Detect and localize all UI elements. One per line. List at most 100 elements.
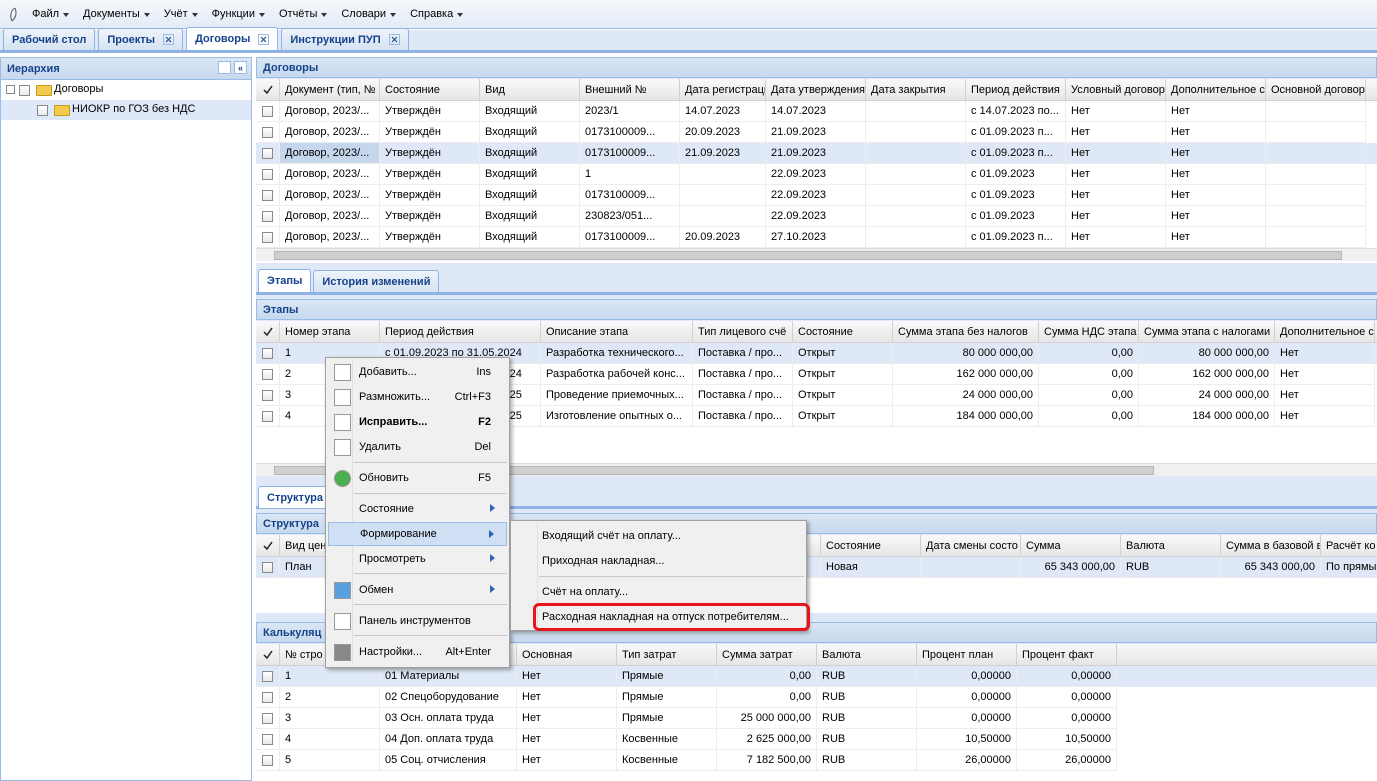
grid-row[interactable]: 4 04 Доп. оплата труда Нет Косвенные 2 625 0…: [256, 729, 1377, 750]
column-header[interactable]: Документ (тип, №: [280, 79, 380, 101]
column-header[interactable]: Тип затрат: [617, 644, 717, 666]
column-header[interactable]: Расчёт ко: [1321, 535, 1377, 557]
column-header[interactable]: Дата утверждения: [766, 79, 866, 101]
menu-item[interactable]: Файл: [32, 8, 69, 20]
grid-row[interactable]: Договор, 2023/... Утверждён Входящий 017310…: [256, 143, 1377, 164]
column-header[interactable]: Состояние: [793, 321, 893, 343]
grid-row[interactable]: Договор, 2023/... Утверждён Входящий 017310…: [256, 122, 1377, 143]
menu-item[interactable]: Обновить F5: [328, 466, 507, 490]
grid-row[interactable]: Договор, 2023/... Утверждён Входящий 017310…: [256, 227, 1377, 248]
menu-item[interactable]: Размножить... Ctrl+F3: [328, 385, 507, 409]
checkbox[interactable]: [262, 713, 273, 724]
checkbox[interactable]: [37, 105, 48, 116]
column-header[interactable]: Валюта: [1121, 535, 1221, 557]
checkbox[interactable]: [262, 211, 273, 222]
grid-row[interactable]: 3 03 Осн. оплата труда Нет Прямые 25 000 000…: [256, 708, 1377, 729]
checkbox[interactable]: [262, 692, 273, 703]
column-header[interactable]: Валюта: [817, 644, 917, 666]
grid-row[interactable]: Договор, 2023/... Утверждён Входящий 1 22.09…: [256, 164, 1377, 185]
column-header[interactable]: Состояние: [380, 79, 480, 101]
tab[interactable]: История изменений: [313, 270, 440, 292]
menu-item[interactable]: Настройки... Alt+Enter: [328, 640, 507, 664]
checkbox[interactable]: [19, 85, 30, 96]
menu-item[interactable]: Расходная накладная на отпуск потребител…: [513, 605, 804, 629]
menu-item[interactable]: Счёт на оплату...: [513, 580, 804, 604]
column-header[interactable]: Процент план: [917, 644, 1017, 666]
column-header[interactable]: Сумма в базовой в: [1221, 535, 1321, 557]
column-header[interactable]: Дополнительное с: [1166, 79, 1266, 101]
tab[interactable]: Инструкции ПУП: [281, 28, 409, 50]
column-header[interactable]: Условный договор: [1066, 79, 1166, 101]
grid-row[interactable]: 5 05 Соц. отчисления Нет Косвенные 7 182 500…: [256, 750, 1377, 771]
grid-row[interactable]: Договор, 2023/... Утверждён Входящий 230823…: [256, 206, 1377, 227]
column-header[interactable]: Сумма: [1021, 535, 1121, 557]
column-header[interactable]: Сумма НДС этапа: [1039, 321, 1139, 343]
column-header[interactable]: Основной договор: [1266, 79, 1366, 101]
column-header[interactable]: Основная: [517, 644, 617, 666]
checkbox[interactable]: [262, 148, 273, 159]
menu-item[interactable]: Входящий счёт на оплату...: [513, 524, 804, 548]
menu-item[interactable]: Просмотреть: [328, 547, 507, 571]
tab[interactable]: Договоры: [186, 27, 279, 50]
h-scrollbar[interactable]: [256, 463, 1377, 476]
tab[interactable]: Рабочий стол: [3, 28, 96, 50]
h-scrollbar[interactable]: [256, 248, 1377, 261]
menu-item[interactable]: Формирование: [328, 522, 507, 546]
menu-item[interactable]: Панель инструментов: [328, 609, 507, 633]
column-header[interactable]: Внешний №: [580, 79, 680, 101]
checkbox[interactable]: [262, 348, 273, 359]
menu-item[interactable]: Добавить... Ins: [328, 360, 507, 384]
menu-item[interactable]: Документы: [83, 8, 150, 20]
checkbox[interactable]: [262, 411, 273, 422]
checkbox[interactable]: [262, 127, 273, 138]
scroll-thumb[interactable]: [274, 251, 1342, 260]
checkbox[interactable]: [262, 755, 273, 766]
tab[interactable]: Структура: [258, 486, 332, 508]
tab-close[interactable]: [388, 34, 400, 45]
checkbox[interactable]: [262, 106, 273, 117]
menu-item[interactable]: Словари: [341, 8, 396, 20]
column-header[interactable]: Процент факт: [1017, 644, 1117, 666]
column-header[interactable]: Дата закрытия: [866, 79, 966, 101]
panel-tool[interactable]: [218, 61, 231, 74]
tab[interactable]: Проекты: [98, 28, 184, 50]
grid-row[interactable]: Договор, 2023/... Утверждён Входящий 2023/1…: [256, 101, 1377, 122]
column-header[interactable]: Сумма этапа с налогами: [1139, 321, 1275, 343]
checkbox[interactable]: [262, 169, 273, 180]
scroll-thumb[interactable]: [274, 466, 1154, 475]
tab-close[interactable]: [258, 33, 270, 45]
grid-row[interactable]: Договор, 2023/... Утверждён Входящий 017310…: [256, 185, 1377, 206]
column-header[interactable]: Период действия: [966, 79, 1066, 101]
menu-item[interactable]: Учёт: [164, 8, 198, 20]
expander[interactable]: [6, 85, 15, 94]
column-header[interactable]: Сумма затрат: [717, 644, 817, 666]
menu-item[interactable]: Обмен: [328, 578, 507, 602]
checkbox[interactable]: [262, 190, 273, 201]
collapse-button[interactable]: «: [234, 61, 247, 74]
checkbox[interactable]: [262, 562, 273, 573]
grid-row[interactable]: 2 02 Спецоборудование Нет Прямые 0,00 RUB 0,00…: [256, 687, 1377, 708]
tab-close[interactable]: [163, 34, 175, 45]
checkbox[interactable]: [262, 369, 273, 380]
menu-item[interactable]: Функции: [212, 8, 265, 20]
grid-row[interactable]: 1 01 Материалы Нет Прямые 0,00 RUB 0,00000 0,00…: [256, 666, 1377, 687]
column-header[interactable]: Дата смены состо: [921, 535, 1021, 557]
column-header[interactable]: Дополнительное с: [1275, 321, 1375, 343]
column-header[interactable]: Вид: [480, 79, 580, 101]
column-header[interactable]: Номер этапа: [280, 321, 380, 343]
column-header[interactable]: Состояние: [821, 535, 921, 557]
menu-item[interactable]: Отчёты: [279, 8, 327, 20]
tree-node[interactable]: Договоры: [1, 80, 251, 100]
checkbox[interactable]: [262, 734, 273, 745]
menu-item[interactable]: Справка: [410, 8, 463, 20]
tab[interactable]: Этапы: [258, 269, 312, 292]
menu-item[interactable]: Удалить Del: [328, 435, 507, 459]
column-header[interactable]: Сумма этапа без налогов: [893, 321, 1039, 343]
tree-node[interactable]: НИОКР по ГОЗ без НДС: [1, 100, 251, 120]
column-header[interactable]: Период действия: [380, 321, 541, 343]
menu-item[interactable]: Исправить... F2: [328, 410, 507, 434]
column-header[interactable]: Тип лицевого счё: [693, 321, 793, 343]
menu-item[interactable]: Состояние: [328, 497, 507, 521]
